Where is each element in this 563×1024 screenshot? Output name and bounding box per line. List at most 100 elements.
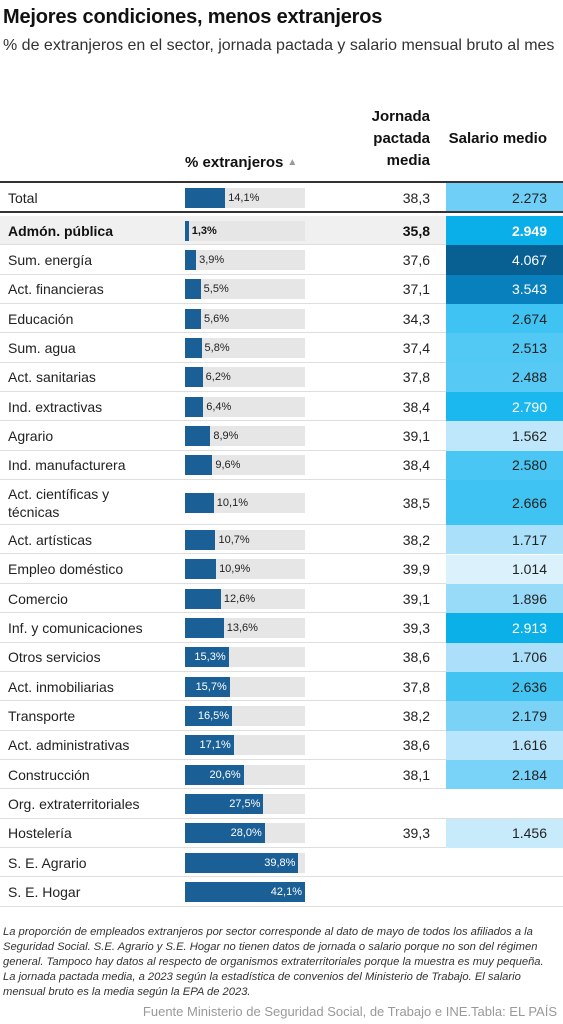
salary-cell: 2.513 bbox=[446, 333, 563, 363]
pct-value-label: 3,9% bbox=[199, 254, 225, 267]
sector-label: Ind. manufacturera bbox=[8, 457, 126, 474]
table-row: Act. artísticas 10,7% 38,2 1.717 bbox=[0, 525, 563, 555]
salary-cell: 2.273 bbox=[446, 183, 563, 212]
salary-value: 1.706 bbox=[511, 649, 547, 666]
pct-value-label: 28,0% bbox=[230, 827, 262, 840]
salary-value: 1.562 bbox=[511, 428, 547, 445]
pct-bar-track: 6,4% bbox=[185, 396, 305, 417]
table-row: Act. inmobiliarias 15,7% 37,8 2.636 bbox=[0, 671, 563, 702]
table-row: Admón. pública 1,3% 35,8 2.949 bbox=[0, 216, 563, 246]
table-row: S. E. Hogar 42,1% bbox=[0, 877, 563, 907]
pct-bar bbox=[185, 823, 265, 844]
pct-value-label: 5,5% bbox=[203, 283, 229, 296]
sector-label: Sum. agua bbox=[8, 340, 76, 357]
salary-cell: 1.717 bbox=[446, 525, 563, 555]
pct-value-label: 13,6% bbox=[226, 621, 258, 634]
salary-value: 1.616 bbox=[511, 737, 547, 754]
salary-value: 1.717 bbox=[511, 531, 547, 548]
salary-value: 2.949 bbox=[511, 222, 547, 239]
salary-value: 2.674 bbox=[511, 310, 547, 327]
pct-bar bbox=[185, 793, 264, 814]
jornada-value: 38,2 bbox=[402, 531, 430, 548]
pct-value-label: 1,3% bbox=[191, 224, 217, 237]
table-row: Sum. energía 3,9% 37,6 4.067 bbox=[0, 245, 563, 275]
pct-bar bbox=[185, 735, 234, 756]
pct-bar-track: 5,6% bbox=[185, 308, 305, 329]
sector-label: Act. sanitarias bbox=[8, 369, 96, 386]
table-row: Org. extraterritoriales 27,5% bbox=[0, 789, 563, 819]
pct-bar bbox=[185, 882, 305, 903]
jornada-value: 38,4 bbox=[402, 457, 430, 474]
jornada-value: 39,3 bbox=[402, 619, 430, 636]
jornada-value: 38,6 bbox=[402, 649, 430, 666]
chart-title: Mejores condiciones, menos extranjeros bbox=[3, 6, 383, 28]
table-row: S. E. Agrario 39,8% bbox=[0, 848, 563, 878]
pct-value-label: 6,2% bbox=[205, 371, 231, 384]
jornada-value: 39,9 bbox=[402, 561, 430, 578]
salary-value: 1.014 bbox=[511, 561, 547, 578]
pct-value-label: 9,6% bbox=[215, 459, 241, 472]
pct-value-label: 5,8% bbox=[204, 342, 230, 355]
table-row: Empleo doméstico 10,9% 39,9 1.014 bbox=[0, 554, 563, 584]
salary-value: 2.273 bbox=[511, 189, 547, 206]
header-jornada[interactable]: Jornada pactada media bbox=[371, 108, 430, 169]
jornada-value: 37,6 bbox=[402, 252, 430, 269]
table-row: Ind. extractivas 6,4% 38,4 2.790 bbox=[0, 392, 563, 422]
table-row: Act. financieras 5,5% 37,1 3.543 bbox=[0, 274, 563, 305]
sector-label: S. E. Agrario bbox=[8, 854, 87, 871]
salary-cell: 2.488 bbox=[446, 362, 563, 393]
pct-value-label: 16,5% bbox=[197, 709, 230, 722]
pct-bar bbox=[185, 367, 203, 388]
salary-cell: 2.184 bbox=[446, 759, 563, 790]
table-row: Agrario 8,9% 39,1 1.562 bbox=[0, 421, 563, 451]
pct-bar bbox=[185, 647, 229, 668]
salary-cell: 3.543 bbox=[446, 274, 563, 305]
jornada-value: 38,1 bbox=[402, 766, 430, 783]
salary-value: 2.790 bbox=[511, 398, 547, 415]
jornada-value: 35,8 bbox=[402, 222, 430, 239]
source-credit: Fuente Ministerio de Seguridad Social, d… bbox=[142, 1004, 557, 1019]
salary-cell: 2.674 bbox=[446, 304, 563, 334]
table-row: Otros servicios 15,3% 38,6 1.706 bbox=[0, 642, 563, 672]
pct-value-label: 20,6% bbox=[209, 768, 241, 781]
salary-cell: 1.456 bbox=[446, 818, 563, 848]
pct-bar-track: 6,2% bbox=[185, 367, 305, 388]
pct-bar-track: 5,8% bbox=[185, 338, 305, 359]
table-row: Comercio 12,6% 39,1 1.896 bbox=[0, 583, 563, 614]
sector-label: Admón. pública bbox=[8, 222, 113, 239]
pct-bar-track: 42,1% bbox=[185, 882, 305, 903]
pct-bar bbox=[185, 396, 204, 417]
salary-value: 3.543 bbox=[511, 281, 547, 298]
salary-cell: 2.580 bbox=[446, 450, 563, 481]
header-pct-label: % extranjeros bbox=[185, 154, 284, 171]
jornada-value: 37,1 bbox=[402, 281, 430, 298]
pct-bar bbox=[185, 220, 189, 241]
jornada-value: 38,5 bbox=[402, 494, 430, 511]
sort-ascending-icon[interactable]: ▲ bbox=[287, 157, 298, 168]
pct-bar-track: 3,9% bbox=[185, 250, 305, 271]
jornada-value: 39,1 bbox=[402, 428, 430, 445]
sector-label: Otros servicios bbox=[8, 649, 101, 666]
salary-cell: 1.014 bbox=[446, 554, 563, 584]
pct-bar-track: 15,7% bbox=[185, 676, 305, 697]
header-salario[interactable]: Salario medio bbox=[448, 130, 547, 147]
header-pct-extranjeros[interactable]: % extranjeros ▲ bbox=[185, 152, 297, 174]
sector-label: Org. extraterritoriales bbox=[8, 795, 140, 812]
pct-value-label: 39,8% bbox=[264, 856, 296, 869]
salary-cell: 2.949 bbox=[446, 216, 563, 246]
pct-bar-track: 14,1% bbox=[185, 187, 305, 208]
pct-bar bbox=[185, 529, 216, 550]
salary-value: 2.580 bbox=[511, 457, 547, 474]
table-row: Sum. agua 5,8% 37,4 2.513 bbox=[0, 333, 563, 363]
chart-subtitle: % de extranjeros en el sector, jornada p… bbox=[3, 37, 555, 54]
pct-bar bbox=[185, 455, 213, 476]
sector-label: Hostelería bbox=[8, 825, 72, 842]
pct-bar-track: 10,7% bbox=[185, 529, 305, 550]
table-row: Act. sanitarias 6,2% 37,8 2.488 bbox=[0, 362, 563, 393]
table-row: Act. científicas y técnicas 10,1% 38,5 2.66… bbox=[0, 480, 563, 526]
pct-bar bbox=[185, 187, 226, 208]
pct-bar-track: 20,6% bbox=[185, 764, 305, 785]
pct-value-label: 15,3% bbox=[194, 651, 226, 664]
pct-bar-track: 10,1% bbox=[185, 492, 305, 513]
pct-bar-track: 16,5% bbox=[185, 705, 305, 726]
